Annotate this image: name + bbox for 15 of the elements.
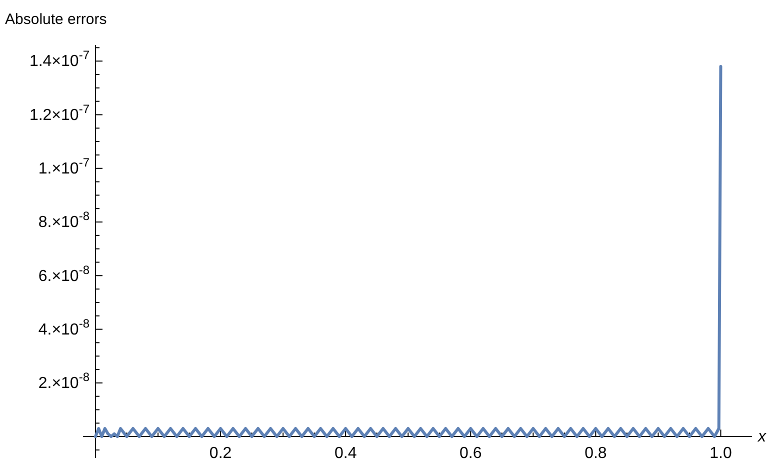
y-tick-label: 1.2×10$^{-7}$ — [29, 102, 90, 124]
x-tick-label: 0.6 — [460, 444, 482, 462]
x-tick-label: 0.4 — [334, 444, 357, 462]
y-tick-label: 1.×10$^{-7}$ — [38, 155, 90, 178]
y-tick-label: 2.×10$^{-8}$ — [38, 370, 90, 392]
x-tick-label: 0.2 — [209, 444, 232, 462]
y-tick-label: 4.×10$^{-8}$ — [38, 316, 90, 338]
y-tick-label: 1.4×10$^{-7}$ — [29, 48, 90, 70]
y-axis-title: Absolute errors — [5, 11, 107, 28]
y-tick-label: 8.×10$^{-8}$ — [38, 209, 90, 232]
x-axis-title: x — [757, 428, 767, 446]
x-tick-label: 1.0 — [710, 444, 732, 462]
x-tick-label: 0.8 — [584, 444, 607, 462]
y-tick-label: 6.×10$^{-8}$ — [38, 262, 90, 285]
line-series — [94, 64, 722, 438]
